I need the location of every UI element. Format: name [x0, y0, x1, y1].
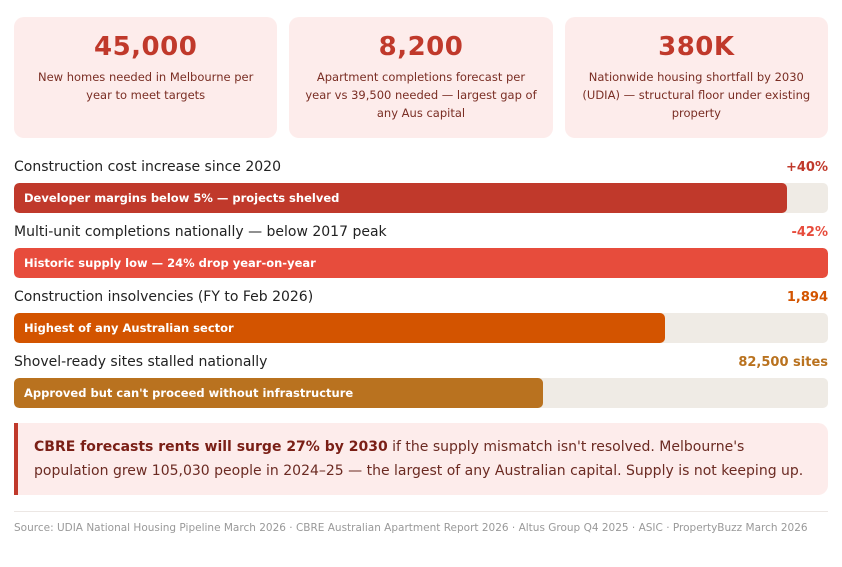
metric-value: +40% [785, 160, 828, 175]
bar-track: Approved but can't proceed without infra… [14, 378, 828, 408]
stat-description: Apartment completions forecast per year … [305, 70, 537, 120]
bar-track: Highest of any Australian sector [14, 313, 828, 343]
bar-fill-shovel-ready-sites [14, 378, 544, 408]
metric-construction-cost: Construction cost increase since 2020 +4… [14, 159, 828, 213]
rent-forecast-callout: CBRE forecasts rents will surge 27% by 2… [14, 423, 828, 495]
metric-value: -42% [791, 225, 828, 240]
bar-track: Historic supply low — 24% drop year-on-y… [14, 248, 828, 278]
stat-card-homes-needed: 45,000 New homes needed in Melbourne per… [14, 17, 278, 138]
callout-text: if the supply mismatch isn't resolved. M… [34, 439, 804, 479]
metric-value: 82,500 sites [738, 355, 828, 370]
metric-shovel-ready-sites: Shovel-ready sites stalled nationally 82… [14, 354, 828, 408]
stat-card-housing-shortfall: 380K Nationwide housing shortfall by 203… [564, 17, 828, 138]
bar-annotation: Historic supply low — 24% drop year-on-y… [24, 256, 316, 270]
divider [14, 511, 828, 512]
callout-highlight: CBRE forecasts rents will surge 27% by 2… [34, 439, 388, 455]
bar-annotation: Developer margins below 5% — projects sh… [24, 191, 340, 205]
metric-multi-unit-completions: Multi-unit completions nationally — belo… [14, 224, 828, 278]
stat-description: New homes needed in Melbourne per year t… [37, 70, 254, 102]
stat-value: 8,200 [378, 32, 464, 62]
stat-description: Nationwide housing shortfall by 2030 (UD… [582, 70, 811, 120]
metric-label: Shovel-ready sites stalled nationally [14, 354, 268, 370]
bar-fill-multi-unit-completions [14, 248, 828, 278]
stat-card-apartment-completions: 8,200 Apartment completions forecast per… [289, 17, 553, 138]
bar-fill-construction-insolvencies [14, 313, 666, 343]
bar-annotation: Approved but can't proceed without infra… [24, 386, 354, 400]
metric-value: 1,894 [786, 290, 828, 305]
metric-label: Construction insolvencies (FY to Feb 202… [14, 289, 314, 305]
metric-construction-insolvencies: Construction insolvencies (FY to Feb 202… [14, 289, 828, 343]
metric-label: Multi-unit completions nationally — belo… [14, 224, 387, 240]
stat-value: 380K [658, 32, 735, 62]
metric-label: Construction cost increase since 2020 [14, 159, 281, 175]
bar-fill-construction-cost [14, 183, 788, 213]
bar-track: Developer margins below 5% — projects sh… [14, 183, 828, 213]
stat-value: 45,000 [93, 32, 198, 62]
stat-cards: 45,000 New homes needed in Melbourne per… [14, 17, 828, 138]
source-note: Source: UDIA National Housing Pipeline M… [14, 522, 808, 534]
bar-annotation: Highest of any Australian sector [24, 321, 234, 335]
